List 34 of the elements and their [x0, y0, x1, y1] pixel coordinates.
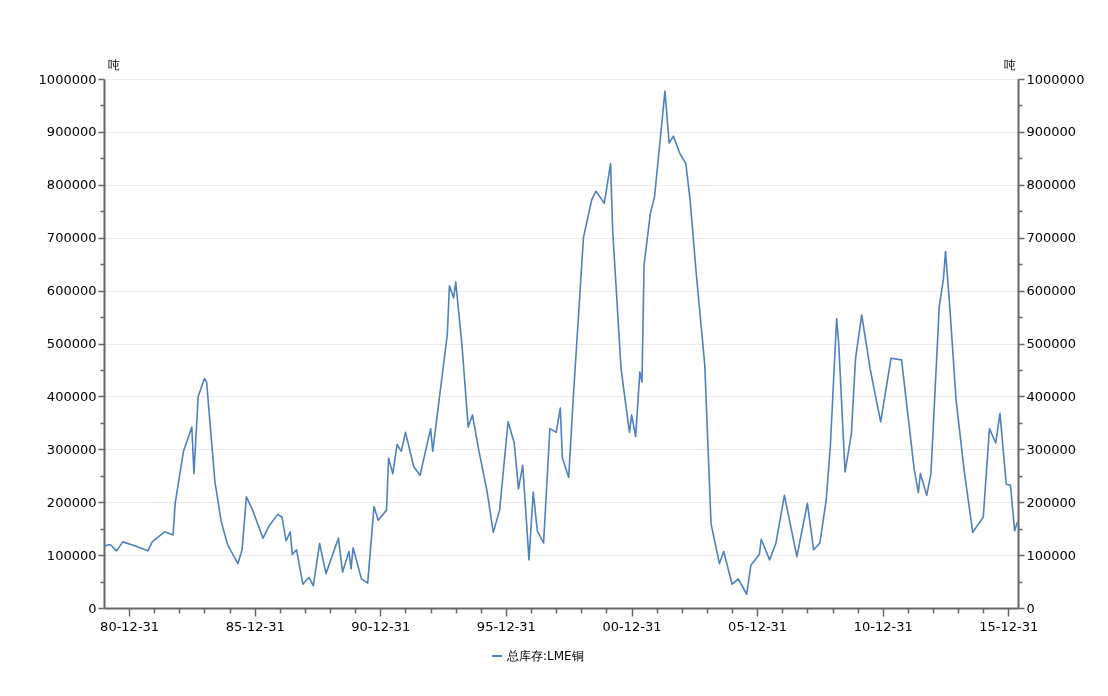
y2-tick-label: 1000000 — [1026, 71, 1085, 87]
y2-axis-title: 吨 — [1003, 57, 1016, 72]
y-tick-label: 300000 — [46, 441, 97, 457]
y-tick-label: 0 — [88, 600, 97, 616]
y-tick-label: 400000 — [46, 388, 97, 404]
x-tick-label: 05-12-31 — [728, 618, 788, 634]
y2-tick-label: 400000 — [1026, 388, 1077, 404]
y-tick-label: 100000 — [46, 547, 97, 563]
y2-tick-label: 500000 — [1026, 336, 1077, 351]
x-tick-label: 15-12-31 — [979, 618, 1039, 634]
x-tick-label: 10-12-31 — [853, 618, 913, 634]
legend-label: 总库存:LME铜 — [506, 649, 584, 663]
line-series — [103, 90, 1019, 596]
y2-tick-label: 600000 — [1026, 283, 1077, 299]
y-tick-label: 800000 — [46, 177, 97, 193]
y2-tick-label: 100000 — [1026, 547, 1077, 563]
y-tick-label: 600000 — [46, 283, 97, 299]
x-tick-label: 95-12-31 — [476, 618, 536, 634]
y2-tick-label: 700000 — [1026, 230, 1077, 246]
y2-tick-label: 300000 — [1026, 441, 1077, 457]
y2-tick-label: 200000 — [1026, 494, 1077, 510]
x-tick-label: 00-12-31 — [602, 618, 662, 634]
y-tick-label: 700000 — [46, 230, 97, 246]
y-tick-label: 200000 — [46, 494, 97, 510]
y-axis-title: 吨 — [107, 57, 120, 72]
y-tick-label: 900000 — [46, 124, 97, 140]
y2-tick-label: 800000 — [1026, 177, 1077, 193]
y2-tick-label: 0 — [1026, 600, 1035, 616]
y-tick-label: 1000000 — [38, 71, 97, 87]
x-tick-label: 90-12-31 — [351, 618, 411, 634]
x-tick-label: 85-12-31 — [225, 618, 285, 634]
y-tick-label: 500000 — [46, 336, 97, 351]
y2-tick-label: 900000 — [1026, 124, 1077, 140]
x-tick-label: 80-12-31 — [100, 618, 160, 634]
